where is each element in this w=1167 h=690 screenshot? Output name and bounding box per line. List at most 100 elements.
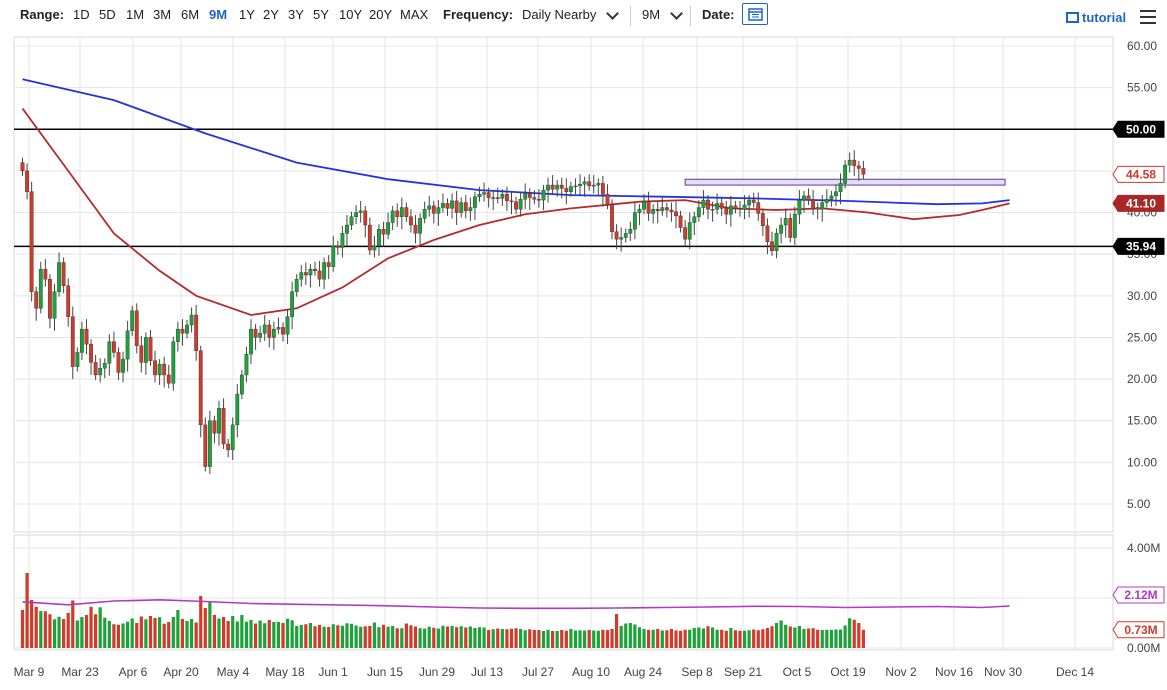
candle	[600, 183, 605, 195]
candle	[706, 199, 710, 210]
date-tick-label: Jul 13	[471, 665, 503, 679]
range-button-2y[interactable]: 2Y	[263, 7, 279, 22]
range-button-1y[interactable]: 1Y	[239, 7, 255, 22]
volume-bar	[445, 626, 450, 648]
volume-bar	[39, 611, 43, 648]
volume-bar	[756, 630, 760, 648]
range-label: Range:	[20, 7, 65, 22]
tutorial-link[interactable]: tutorial	[1082, 10, 1127, 25]
volume-bar	[253, 623, 258, 648]
volume-bar	[505, 629, 509, 648]
volume-bar	[340, 625, 344, 648]
range-button-1d[interactable]: 1D	[73, 7, 90, 22]
volume-bar	[231, 616, 235, 648]
candle	[587, 181, 592, 187]
volume-bar	[697, 627, 701, 648]
volume-bar	[57, 616, 61, 648]
candle	[121, 358, 125, 373]
range-button-3y[interactable]: 3Y	[288, 7, 304, 22]
volume-bar	[532, 630, 536, 648]
range-button-max[interactable]: MAX	[400, 7, 429, 22]
candle	[340, 233, 345, 248]
candle	[70, 316, 75, 367]
volume-bar	[107, 621, 111, 648]
short-moving-average-line	[21, 107, 1010, 316]
volume-bar	[825, 629, 829, 648]
volume-bar	[802, 629, 806, 648]
volume-bar	[176, 610, 180, 648]
candle	[267, 324, 272, 338]
candle	[646, 201, 651, 214]
candle	[610, 204, 614, 232]
volume-bar	[331, 624, 335, 648]
volume-bar	[249, 620, 253, 648]
range-button-5y[interactable]: 5Y	[313, 7, 329, 22]
volume-bar	[413, 626, 418, 648]
volume-bar	[144, 619, 148, 648]
candle	[139, 345, 144, 363]
frequency-dropdown[interactable]: Daily Nearby	[522, 7, 597, 22]
hamburger-menu-icon[interactable]	[1140, 10, 1156, 24]
volume-bar	[276, 622, 281, 648]
date-tick-label: Sep 8	[681, 665, 713, 679]
candle	[715, 203, 720, 210]
range-button-20y[interactable]: 20Y	[369, 7, 393, 22]
price-label-box	[1112, 120, 1165, 138]
volume-bar	[583, 630, 587, 648]
volume-bar	[633, 624, 637, 648]
volume-label-text: 2.12M	[1124, 588, 1157, 602]
candle	[303, 272, 308, 276]
candle	[93, 362, 98, 376]
volume-bar	[587, 630, 591, 648]
volume-bar	[852, 619, 856, 648]
volume-bar	[327, 627, 331, 648]
volume-bar	[514, 628, 518, 648]
volume-bar	[569, 629, 573, 648]
price-label: 41.10	[1112, 194, 1165, 212]
volume-bar	[701, 628, 706, 648]
range-button-9m[interactable]: 9M	[209, 7, 228, 22]
candle	[550, 184, 555, 190]
candle	[194, 314, 199, 351]
candle	[377, 228, 381, 247]
volume-label: 0.73M	[1112, 621, 1165, 639]
candle	[760, 213, 765, 227]
film-icon[interactable]	[1066, 12, 1079, 23]
date-tick-label: Dec 14	[1056, 665, 1094, 679]
volume-bar	[820, 630, 824, 648]
volume-bar	[596, 630, 600, 648]
volume-bar	[838, 629, 843, 648]
frequency-label: Frequency:	[443, 7, 514, 22]
range-button-3m[interactable]: 3M	[153, 7, 172, 22]
candle	[148, 337, 153, 361]
date-tick-label: Sep 21	[724, 665, 762, 679]
range-button-1m[interactable]: 1M	[126, 7, 145, 22]
candle	[523, 193, 528, 200]
candle	[294, 278, 299, 292]
volume-bar	[674, 630, 678, 648]
candle	[792, 214, 797, 238]
volume-bar	[89, 606, 93, 648]
calendar-button[interactable]	[742, 3, 768, 25]
date-tick-label: Jun 15	[367, 665, 403, 679]
volume-label-box	[1112, 621, 1165, 639]
volume-bar	[715, 629, 719, 648]
range-button-6m[interactable]: 6M	[181, 7, 200, 22]
candle	[628, 228, 633, 234]
price-tick-label: 60.00	[1127, 39, 1157, 53]
candle	[783, 218, 788, 226]
date-tick-label: Apr 20	[163, 665, 199, 679]
range-button-10y[interactable]: 10Y	[339, 7, 363, 22]
price-label-text: 44.58	[1126, 167, 1156, 181]
volume-bar	[71, 600, 75, 648]
volume-bar	[189, 619, 194, 648]
volume-bar	[258, 620, 262, 648]
candle	[290, 291, 295, 317]
candle	[856, 165, 861, 169]
candle	[692, 216, 697, 223]
volume-bar	[605, 630, 610, 648]
range-button-5d[interactable]: 5D	[99, 7, 116, 22]
period-dropdown[interactable]: 9M	[642, 7, 661, 22]
candle	[687, 222, 692, 240]
